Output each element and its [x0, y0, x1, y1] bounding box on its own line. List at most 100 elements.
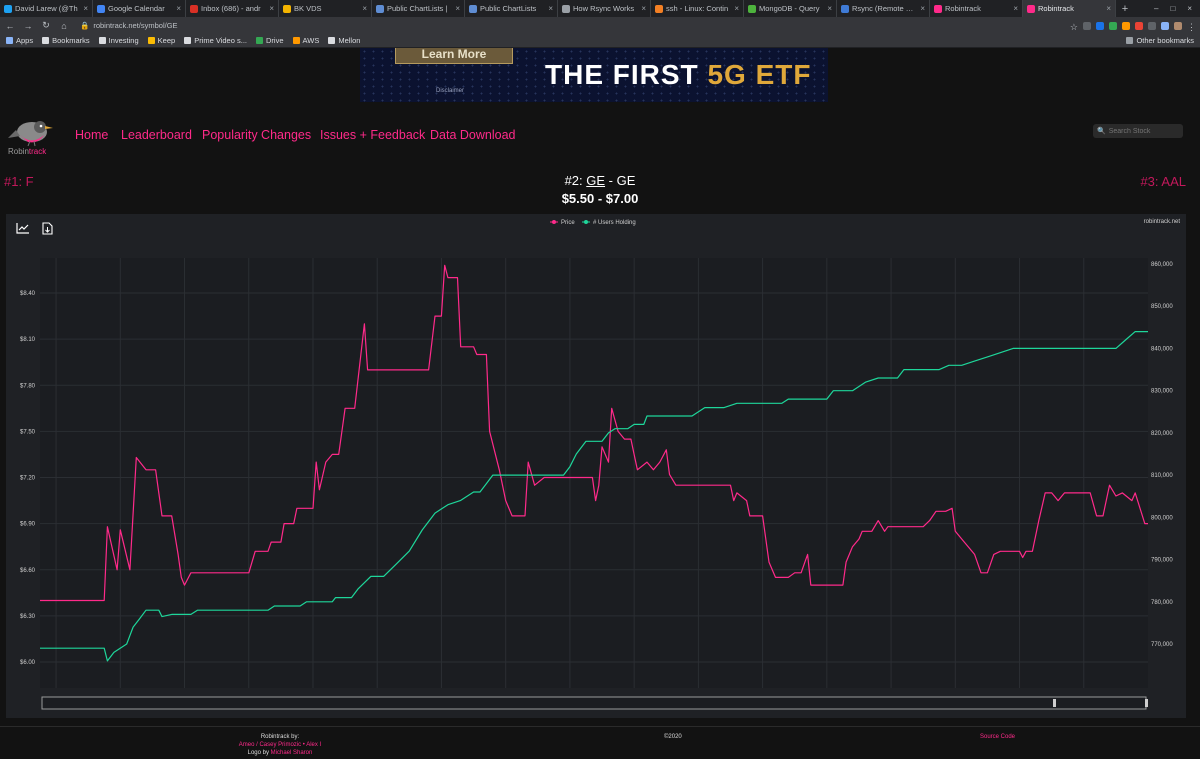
- forward-arrow-icon[interactable]: →: [23, 20, 33, 31]
- chart-watermark: robintrack.net: [1143, 219, 1180, 225]
- extension-icon[interactable]: [1148, 21, 1156, 30]
- footer-logo-artist[interactable]: Michael Sharon: [270, 750, 313, 756]
- extension-icon[interactable]: [1096, 21, 1104, 30]
- bookmark-item[interactable]: Keep: [147, 36, 175, 45]
- close-tab-icon[interactable]: ×: [269, 4, 274, 13]
- close-tab-icon[interactable]: ×: [827, 4, 832, 13]
- source-code-link[interactable]: Source Code: [980, 734, 1016, 740]
- close-tab-icon[interactable]: ×: [1106, 4, 1111, 13]
- bookmarks-bar: Apps Bookmarks Investing Keep Prime Video s.…: [0, 34, 1200, 48]
- close-tab-icon[interactable]: ×: [920, 4, 925, 13]
- series-line-users: [40, 331, 1148, 662]
- reload-icon[interactable]: ↻: [42, 20, 50, 30]
- new-tab-button[interactable]: +: [1121, 2, 1129, 15]
- tab-title: MongoDB - Query: [759, 4, 820, 13]
- search-input[interactable]: [1108, 127, 1179, 135]
- bookmark-star-icon[interactable]: ☆: [1069, 21, 1078, 32]
- browser-tab[interactable]: BK VDS ×: [279, 0, 372, 17]
- back-arrow-icon[interactable]: ←: [5, 20, 15, 31]
- extension-icon[interactable]: [1135, 21, 1143, 30]
- y-right-tick-label: 790,000: [1151, 558, 1173, 564]
- ad-headline: THE FIRST 5G ETF: [545, 59, 812, 90]
- close-window-icon[interactable]: ×: [1187, 4, 1192, 13]
- apps-grid-icon: [6, 37, 13, 44]
- stock-search[interactable]: 🔍: [1093, 124, 1183, 138]
- close-tab-icon[interactable]: ×: [548, 4, 553, 13]
- extension-icon[interactable]: [1109, 21, 1117, 30]
- bookmark-item[interactable]: Drive: [256, 36, 284, 45]
- footer-authors[interactable]: Ameo / Casey Primozic • Alex I: [238, 742, 322, 748]
- extension-icon[interactable]: [1161, 21, 1169, 30]
- robin-logo-icon[interactable]: [6, 116, 56, 160]
- tab-title: Public ChartLists |: [387, 4, 448, 13]
- extension-icon[interactable]: [1083, 21, 1091, 30]
- tab-favicon-icon: [469, 4, 477, 13]
- keep-icon: [147, 37, 155, 44]
- browser-tab[interactable]: Rsync (Remote Syn ×: [837, 0, 930, 17]
- stock-symbol-link[interactable]: GE: [586, 173, 606, 188]
- bookmark-item[interactable]: Bookmarks: [42, 36, 90, 45]
- close-tab-icon[interactable]: ×: [1013, 4, 1018, 13]
- window-controls: – □ ×: [1154, 0, 1200, 17]
- bookmark-item[interactable]: Apps: [6, 36, 33, 45]
- y-left-tick-label: $6.30: [20, 614, 36, 620]
- browser-menu-icon[interactable]: ⋮: [1187, 21, 1196, 32]
- browser-tab[interactable]: Inbox (686) - andr ×: [186, 0, 279, 17]
- browser-toolbar: ← → ↻ ⌂ 🔒 robintrack.net/symbol/GE ☆ ⋮: [0, 17, 1200, 34]
- browser-tab[interactable]: Robintrack ×: [930, 0, 1023, 17]
- close-tab-icon[interactable]: ×: [734, 4, 739, 13]
- range-slider-handle[interactable]: [1145, 699, 1148, 707]
- browser-tab[interactable]: How Rsync Works ×: [558, 0, 651, 17]
- extension-icon[interactable]: [1122, 21, 1130, 30]
- prev-rank-link[interactable]: #1: F: [4, 174, 34, 189]
- browser-tab[interactable]: MongoDB - Query ×: [744, 0, 837, 17]
- download-csv-icon[interactable]: [42, 222, 56, 236]
- plot-area: [40, 258, 1148, 688]
- y-left-tick-label: $6.60: [20, 568, 36, 574]
- bookmark-item[interactable]: Prime Video s...: [184, 36, 247, 45]
- price-holders-chart[interactable]: 5/2620205/3020206/320206/720206/1120206/…: [6, 214, 1186, 718]
- range-slider-handle[interactable]: [1053, 699, 1056, 707]
- next-rank-link[interactable]: #3: AAL: [1140, 174, 1186, 189]
- ad-learn-more-button[interactable]: Learn More: [395, 48, 513, 64]
- close-tab-icon[interactable]: ×: [362, 4, 367, 13]
- browser-tab[interactable]: Public ChartLists ×: [465, 0, 558, 17]
- home-icon[interactable]: ⌂: [61, 20, 67, 31]
- nav-data-download[interactable]: Data Download: [430, 128, 516, 142]
- legend-label: # Users Holding: [593, 220, 636, 226]
- nav-home[interactable]: Home: [75, 128, 109, 142]
- y-left-tick-label: $7.50: [20, 429, 36, 435]
- bookmark-item[interactable]: Investing: [98, 36, 139, 45]
- browser-tab[interactable]: ssh - Linux: Contin ×: [651, 0, 744, 17]
- browser-tab[interactable]: David Larew (@Th ×: [0, 0, 93, 17]
- close-tab-icon[interactable]: ×: [83, 4, 88, 13]
- aws-icon: [292, 37, 300, 44]
- other-bookmarks[interactable]: Other bookmarks: [1126, 36, 1194, 45]
- line-chart-icon[interactable]: [16, 222, 30, 236]
- y-left-tick-label: $6.00: [20, 660, 36, 666]
- address-bar[interactable]: 🔒 robintrack.net/symbol/GE: [76, 19, 1064, 32]
- ad-disclaimer[interactable]: Disclaimer: [436, 88, 465, 94]
- range-slider[interactable]: [41, 696, 1147, 710]
- browser-tab[interactable]: Google Calendar ×: [93, 0, 186, 17]
- nav-leaderboard[interactable]: Leaderboard: [121, 128, 192, 142]
- tab-title: Public ChartLists: [480, 4, 537, 13]
- ad-banner[interactable]: Learn More Disclaimer THE FIRST 5G ETF: [360, 48, 828, 102]
- page: Learn More Disclaimer THE FIRST 5G ETF R…: [0, 48, 1200, 759]
- folder-icon: [1126, 37, 1134, 44]
- bookmark-item[interactable]: AWS: [292, 36, 319, 45]
- browser-tab[interactable]: Robintrack ×: [1023, 0, 1116, 17]
- close-tab-icon[interactable]: ×: [641, 4, 646, 13]
- stock-title: #2: GE - GE $5.50 - $7.00: [0, 173, 1200, 206]
- browser-tab[interactable]: Public ChartLists | ×: [372, 0, 465, 17]
- tab-favicon-icon: [934, 4, 942, 13]
- close-tab-icon[interactable]: ×: [176, 4, 181, 13]
- minimize-icon[interactable]: –: [1154, 4, 1159, 13]
- close-tab-icon[interactable]: ×: [455, 4, 460, 13]
- user-avatar[interactable]: [1174, 21, 1182, 30]
- bookmark-item[interactable]: Mellon: [328, 36, 360, 45]
- nav-issues-feedback[interactable]: Issues + Feedback: [320, 128, 426, 142]
- nav-popularity-changes[interactable]: Popularity Changes: [202, 128, 312, 142]
- maximize-icon[interactable]: □: [1170, 4, 1176, 13]
- search-icon: 🔍: [1097, 128, 1106, 135]
